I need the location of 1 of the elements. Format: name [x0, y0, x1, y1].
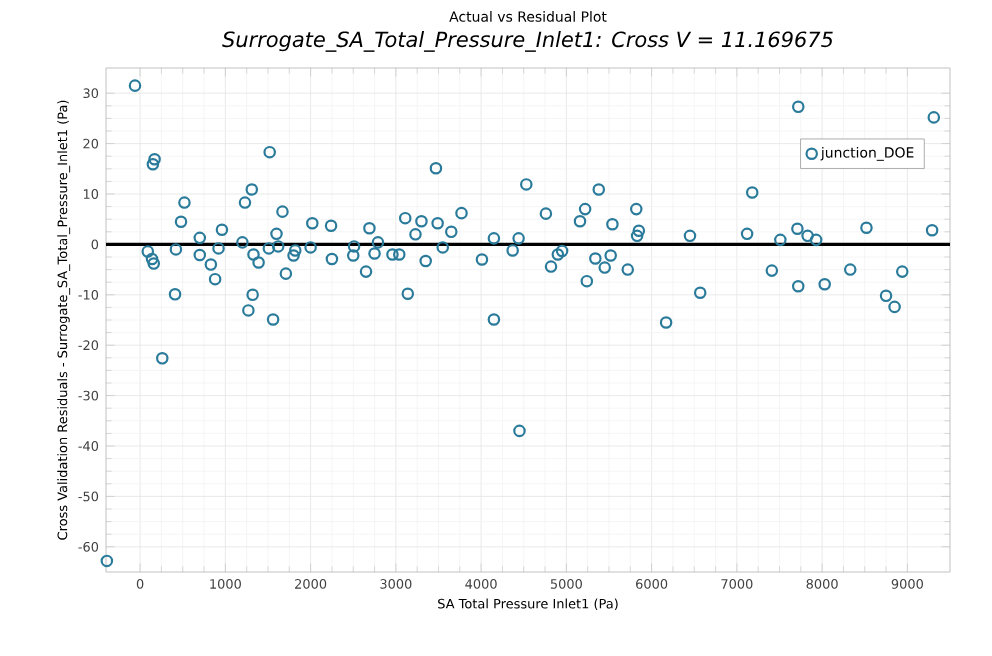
- chart-subtitle: Surrogate_SA_Total_Pressure_Inlet1: Cross V = 11.169675: [222, 31, 833, 52]
